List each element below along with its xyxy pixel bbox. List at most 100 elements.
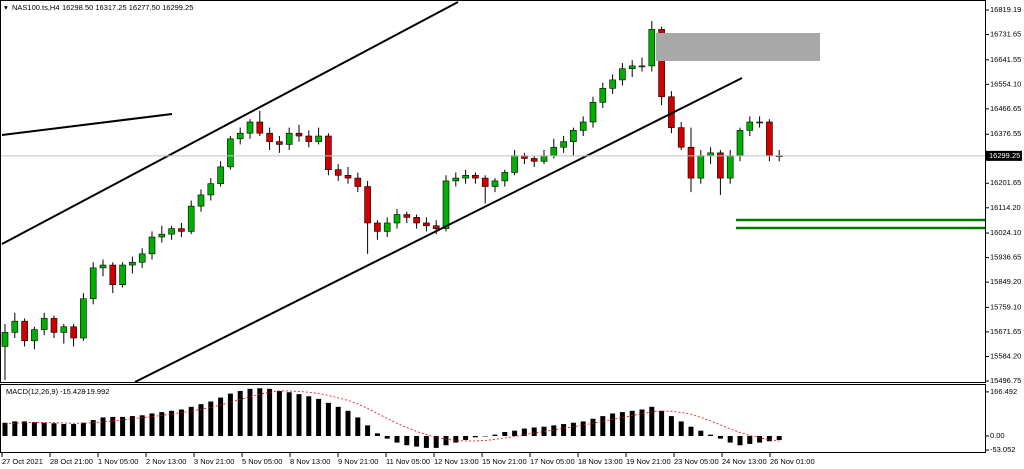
macd-bar [492,434,498,436]
candle-body [217,166,224,185]
macd-bar [482,435,488,437]
x-tick-label: 18 Nov 13:00 [578,457,623,466]
macd-bar [668,416,674,436]
y-tick-label: 0.00 [990,431,1005,440]
macd-bar [453,435,459,443]
main-frame [0,0,986,383]
candle-body [119,264,126,285]
candle-body [99,264,107,269]
x-tick-label: 26 Nov 01:00 [770,457,815,466]
macd-bar [512,430,518,436]
candle-body [276,141,283,145]
macd-bar [502,431,508,436]
macd-bar [463,435,469,440]
macd-bar [472,435,478,438]
macd-bar [649,406,655,436]
y-tick-label: 15584.20 [990,351,1021,360]
y-tick-label: 15496.75 [990,376,1021,385]
y-tick-label: 15759.10 [990,302,1021,311]
macd-bar [688,426,694,436]
y-tick-label: 16114.20 [990,203,1021,212]
macd-bar [659,410,665,436]
bid-label-box [986,150,1022,161]
x-tick-label: 12 Nov 13:00 [434,457,479,466]
candle-body [677,127,685,148]
candle-body [442,180,450,229]
macd-bar [423,435,429,448]
candle-body [266,132,273,142]
y-tick-label: 16201.65 [990,178,1021,187]
candle-body [256,121,264,134]
macd-bar [766,435,772,442]
macd-bar [619,412,625,436]
candle-body [227,138,234,168]
macd-bar [384,435,390,439]
supply-zone [656,33,820,61]
x-tick-label: 19 Nov 21:00 [626,457,671,466]
candle-body [589,102,597,123]
macd-bar [227,393,233,436]
candle-body [31,329,38,342]
macd-frame [0,384,986,453]
macd-bar [188,406,194,436]
x-tick-label: 1 Nov 05:00 [98,457,138,466]
macd-bar [139,415,145,436]
candle-body [530,158,538,162]
candle-body [246,121,254,134]
macd-bar [169,410,175,436]
y-tick-label: 166.492 [990,387,1017,396]
macd-bar [208,401,214,436]
macd-bar [120,416,126,436]
drawing-objects [1,1,985,383]
candle-body [746,121,754,131]
candle-body [315,135,322,142]
y-tick-label: 16554.10 [990,79,1021,88]
macd-bar [100,417,106,436]
macd-bar [698,430,704,436]
macd-bar [521,428,527,436]
candle-body [129,261,136,266]
y-tick-label: 16376.55 [990,129,1021,138]
macd-bar [600,416,606,436]
candle-body [109,264,117,285]
macd-bar [22,421,28,436]
macd-bar [218,397,224,436]
y-tick-label: 15849.20 [990,277,1021,286]
macd-bar [590,418,596,436]
bid-label: 16299.25 [989,151,1020,160]
candle-body [305,135,313,142]
candle-body [70,326,77,339]
macd-bar [561,424,567,436]
symbol: NAS100.ts,H4 [12,3,60,12]
signal-line [4,390,780,442]
candle-body [579,121,587,131]
candle-body [364,186,371,224]
candle-body [344,174,352,179]
candle-body [540,155,548,162]
macd-bar [247,388,253,436]
candle-body [599,88,607,103]
candle-body [717,152,724,179]
macd-bar [296,394,302,436]
candles [1,20,783,381]
candle-body [334,169,342,176]
candle-body [80,298,87,339]
macd-bar [12,421,18,436]
candle-body [501,172,509,182]
macd-bar [678,421,684,436]
x-tick-label: 23 Nov 05:00 [674,457,719,466]
candle-body [570,130,577,142]
channel-upper [1,1,459,245]
macd-bar [316,398,322,436]
candle-body [393,214,401,224]
y-tick-label: 16466.65 [990,104,1021,113]
candle-body [609,79,616,89]
macd-bar [747,435,753,444]
candle-body [187,205,195,232]
candle-body [50,318,58,333]
x-tick-label: 3 Nov 21:00 [194,457,234,466]
macd-bar [31,422,37,436]
candle-body [1,332,9,347]
